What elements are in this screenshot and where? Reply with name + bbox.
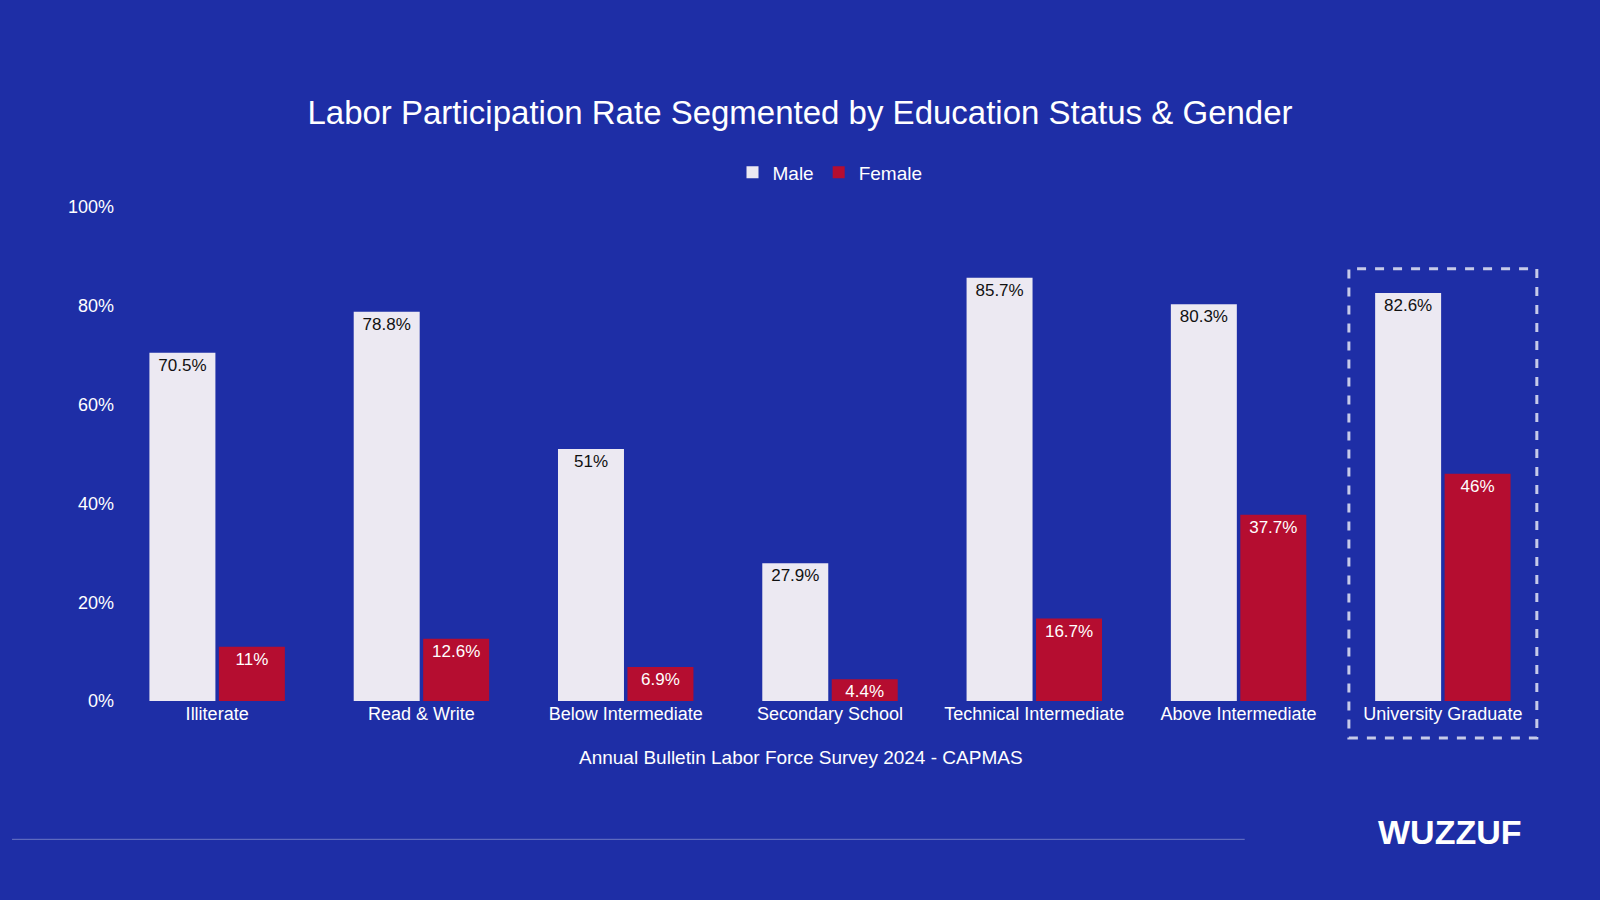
svg-text:Male: Male: [773, 163, 814, 184]
svg-text:82.6%: 82.6%: [1384, 296, 1432, 315]
svg-text:16.7%: 16.7%: [1045, 622, 1093, 641]
svg-text:37.7%: 37.7%: [1249, 518, 1297, 537]
svg-text:46%: 46%: [1461, 477, 1495, 496]
svg-text:78.8%: 78.8%: [363, 315, 411, 334]
svg-text:Below Intermediate: Below Intermediate: [549, 704, 703, 724]
svg-text:Annual Bulletin Labor Force Su: Annual Bulletin Labor Force Survey 2024 …: [579, 747, 1023, 768]
svg-text:Technical Intermediate: Technical Intermediate: [944, 704, 1124, 724]
svg-text:4.4%: 4.4%: [845, 682, 884, 701]
svg-text:85.7%: 85.7%: [975, 281, 1023, 300]
svg-text:6.9%: 6.9%: [641, 670, 680, 689]
svg-text:WUZZUF: WUZZUF: [1378, 813, 1522, 851]
svg-text:80%: 80%: [78, 296, 114, 316]
svg-text:70.5%: 70.5%: [158, 356, 206, 375]
svg-text:Female: Female: [859, 163, 922, 184]
svg-text:12.6%: 12.6%: [432, 642, 480, 661]
svg-text:University Graduate: University Graduate: [1363, 704, 1522, 724]
svg-text:51%: 51%: [574, 452, 608, 471]
svg-text:60%: 60%: [78, 395, 114, 415]
svg-text:Read & Write: Read & Write: [368, 704, 475, 724]
svg-text:Above Intermediate: Above Intermediate: [1161, 704, 1317, 724]
svg-text:11%: 11%: [235, 650, 268, 669]
svg-text:80.3%: 80.3%: [1180, 307, 1228, 326]
svg-text:Labor Participation Rate Segme: Labor Participation Rate Segmented by Ed…: [307, 94, 1292, 131]
svg-text:20%: 20%: [78, 593, 114, 613]
svg-text:100%: 100%: [68, 197, 114, 217]
svg-text:Secondary School: Secondary School: [757, 704, 903, 724]
svg-text:Illiterate: Illiterate: [186, 704, 249, 724]
svg-text:0%: 0%: [88, 691, 114, 711]
svg-text:40%: 40%: [78, 494, 114, 514]
svg-text:27.9%: 27.9%: [771, 566, 819, 585]
